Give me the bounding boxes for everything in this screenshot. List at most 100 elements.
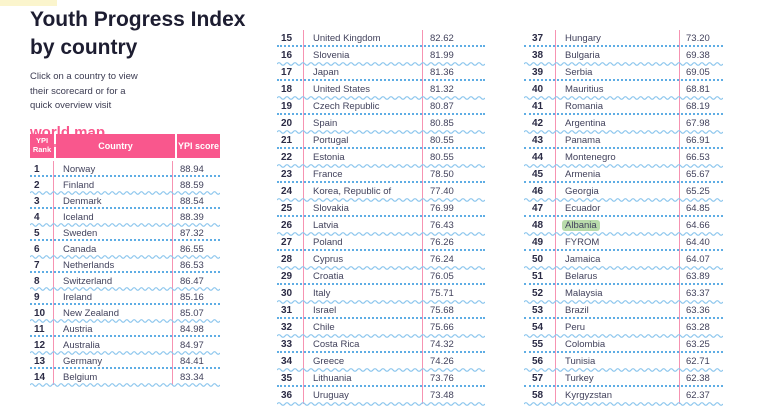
score-cell: 64.40 xyxy=(686,237,710,248)
table-row[interactable]: 33 Costa Rica 74.32 xyxy=(277,336,485,353)
table-row[interactable]: 19 Czech Republic 80.87 xyxy=(277,98,485,115)
country-name: Denmark xyxy=(63,195,102,207)
table-row[interactable]: 46 Georgia 65.25 xyxy=(524,183,723,202)
table-row[interactable]: 32 Chile 75.66 xyxy=(277,319,485,338)
table-row[interactable]: 12 Australia 84.97 xyxy=(30,337,220,355)
country-name: Argentina xyxy=(565,118,606,129)
table-row[interactable]: 47 Ecuador 64.85 xyxy=(524,200,723,217)
table-row[interactable]: 38 Bulgaria 69.38 xyxy=(524,47,723,66)
table-row[interactable]: 56 Tunisia 62.71 xyxy=(524,353,723,372)
country-cell: Switzerland xyxy=(53,273,173,289)
table-row[interactable]: 21 Portugal 80.55 xyxy=(277,132,485,149)
table-row[interactable]: 6 Canada 86.55 xyxy=(30,241,220,259)
table-row[interactable]: 42 Argentina 67.98 xyxy=(524,115,723,134)
country-name: Lithuania xyxy=(313,373,352,384)
country-cell: Croatia xyxy=(303,268,423,285)
score-cell: 75.71 xyxy=(430,288,454,299)
table-row[interactable]: 15 United Kingdom 82.62 xyxy=(277,30,485,47)
table-row[interactable]: 34 Greece 74.26 xyxy=(277,353,485,372)
table-row[interactable]: 26 Latvia 76.43 xyxy=(277,217,485,236)
country-cell: Chile xyxy=(303,319,423,336)
table-row[interactable]: 54 Peru 63.28 xyxy=(524,319,723,338)
table-row[interactable]: 50 Jamaica 64.07 xyxy=(524,251,723,270)
table-row[interactable]: 22 Estonia 80.55 xyxy=(277,149,485,168)
country-cell: Romania xyxy=(555,98,680,115)
table-row[interactable]: 57 Turkey 62.38 xyxy=(524,370,723,387)
country-cell: Lithuania xyxy=(303,370,423,387)
table-row[interactable]: 4 Iceland 88.39 xyxy=(30,209,220,227)
table-row[interactable]: 16 Slovenia 81.99 xyxy=(277,47,485,66)
rank-cell: 3 xyxy=(34,195,40,207)
rank-cell: 31 xyxy=(281,305,293,316)
score-cell: 82.62 xyxy=(430,33,454,44)
ypi-table-column-3: 37 Hungary 73.20 38 Bulgaria 69.38 39 Serbia 69.… xyxy=(524,30,723,406)
table-row[interactable]: 41 Romania 68.19 xyxy=(524,98,723,115)
table-row[interactable]: 35 Lithuania 73.76 xyxy=(277,370,485,387)
table-row[interactable]: 11 Austria 84.98 xyxy=(30,321,220,337)
table-row[interactable]: 1 Norway 88.94 xyxy=(30,161,220,177)
table-row[interactable]: 24 Korea, Republic of 77.40 xyxy=(277,183,485,202)
table-row[interactable]: 25 Slovakia 76.99 xyxy=(277,200,485,217)
rank-cell: 26 xyxy=(281,220,293,231)
country-name: Uruguay xyxy=(313,390,349,401)
table-row[interactable]: 40 Mauritius 68.81 xyxy=(524,81,723,100)
table-row[interactable]: 53 Brazil 63.36 xyxy=(524,302,723,319)
table-row[interactable]: 17 Japan 81.36 xyxy=(277,64,485,81)
table-row[interactable]: 27 Poland 76.26 xyxy=(277,234,485,251)
rank-cell: 51 xyxy=(532,271,544,282)
country-cell: Hungary xyxy=(555,30,680,47)
country-cell: Costa Rica xyxy=(303,336,423,353)
rank-cell: 34 xyxy=(281,356,293,367)
table-row[interactable]: 29 Croatia 76.05 xyxy=(277,268,485,285)
rank-cell: 48 xyxy=(532,220,544,231)
rank-cell: 45 xyxy=(532,169,544,180)
table-row[interactable]: 39 Serbia 69.05 xyxy=(524,64,723,81)
table-row[interactable]: 49 FYROM 64.40 xyxy=(524,234,723,251)
table-row[interactable]: 28 Cyprus 76.24 xyxy=(277,251,485,270)
rank-cell: 11 xyxy=(34,323,45,335)
table-row[interactable]: 13 Germany 84.41 xyxy=(30,353,220,369)
table-row[interactable]: 30 Italy 75.71 xyxy=(277,285,485,304)
table-row[interactable]: 3 Denmark 88.54 xyxy=(30,193,220,209)
table-row[interactable]: 2 Finland 88.59 xyxy=(30,177,220,195)
country-name: Colombia xyxy=(565,339,606,350)
country-name: Czech Republic xyxy=(313,101,380,112)
table-row[interactable]: 51 Belarus 63.89 xyxy=(524,268,723,285)
score-cell: 74.26 xyxy=(430,356,454,367)
table-row[interactable]: 44 Montenegro 66.53 xyxy=(524,149,723,168)
table-row[interactable]: 52 Malaysia 63.37 xyxy=(524,285,723,304)
table-row[interactable]: 31 Israel 75.68 xyxy=(277,302,485,319)
country-cell: Argentina xyxy=(555,115,680,132)
score-cell: 75.66 xyxy=(430,322,454,333)
table-row[interactable]: 36 Uruguay 73.48 xyxy=(277,387,485,406)
table-row[interactable]: 43 Panama 66.91 xyxy=(524,132,723,149)
table-row[interactable]: 45 Armenia 65.67 xyxy=(524,166,723,183)
table-row[interactable]: 14 Belgium 83.34 xyxy=(30,369,220,387)
country-name: Norway xyxy=(63,163,96,175)
table-row[interactable]: 58 Kyrgyzstan 62.37 xyxy=(524,387,723,406)
score-cell: 68.81 xyxy=(686,84,710,95)
table-row[interactable]: 37 Hungary 73.20 xyxy=(524,30,723,47)
table-row[interactable]: 9 Ireland 85.16 xyxy=(30,289,220,305)
table-row[interactable]: 18 United States 81.32 xyxy=(277,81,485,100)
table-row[interactable]: 5 Sweden 87.32 xyxy=(30,225,220,241)
table-row[interactable]: 8 Switzerland 86.47 xyxy=(30,273,220,291)
table-row[interactable]: 10 New Zealand 85.07 xyxy=(30,305,220,323)
table-row[interactable]: 48 Albania 64.66 xyxy=(524,217,723,236)
table-row[interactable]: 55 Colombia 63.25 xyxy=(524,336,723,353)
table-row[interactable]: 20 Spain 80.85 xyxy=(277,115,485,134)
ypi-table-column-1: YPI Rank Country YPI score 1 Norway 88.94 2… xyxy=(30,134,220,387)
country-cell: Denmark xyxy=(53,193,173,209)
score-cell: 76.99 xyxy=(430,203,454,214)
country-name: Finland xyxy=(63,179,95,191)
country-cell: Montenegro xyxy=(555,149,680,166)
score-cell: 63.37 xyxy=(686,288,710,299)
score-cell: 85.07 xyxy=(180,307,204,319)
country-cell: Mauritius xyxy=(555,81,680,98)
score-cell: 81.36 xyxy=(430,67,454,78)
rank-cell: 9 xyxy=(34,291,40,303)
country-cell: Jamaica xyxy=(555,251,680,268)
table-row[interactable]: 7 Netherlands 86.53 xyxy=(30,257,220,273)
country-name: Poland xyxy=(313,237,343,248)
table-row[interactable]: 23 France 78.50 xyxy=(277,166,485,183)
